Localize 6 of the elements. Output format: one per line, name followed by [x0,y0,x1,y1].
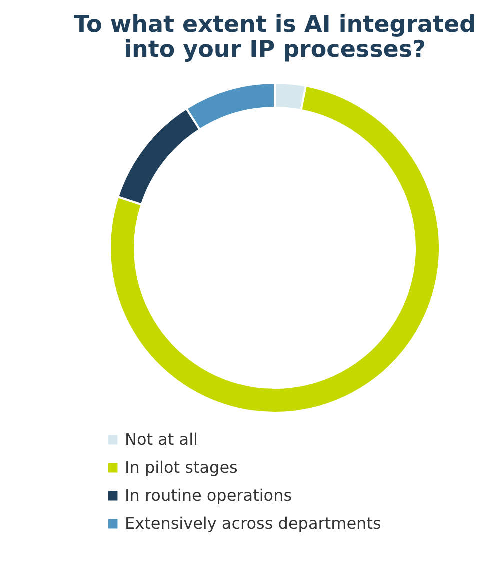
legend-label: In routine operations [125,486,292,505]
chart-title: To what extent is AI integrated into your IP processes? [74,12,476,63]
donut-slice [109,84,441,414]
legend-label: In pilot stages [125,458,238,477]
legend-label: Extensively across departments [125,514,382,533]
legend-label: Not at all [125,430,198,449]
